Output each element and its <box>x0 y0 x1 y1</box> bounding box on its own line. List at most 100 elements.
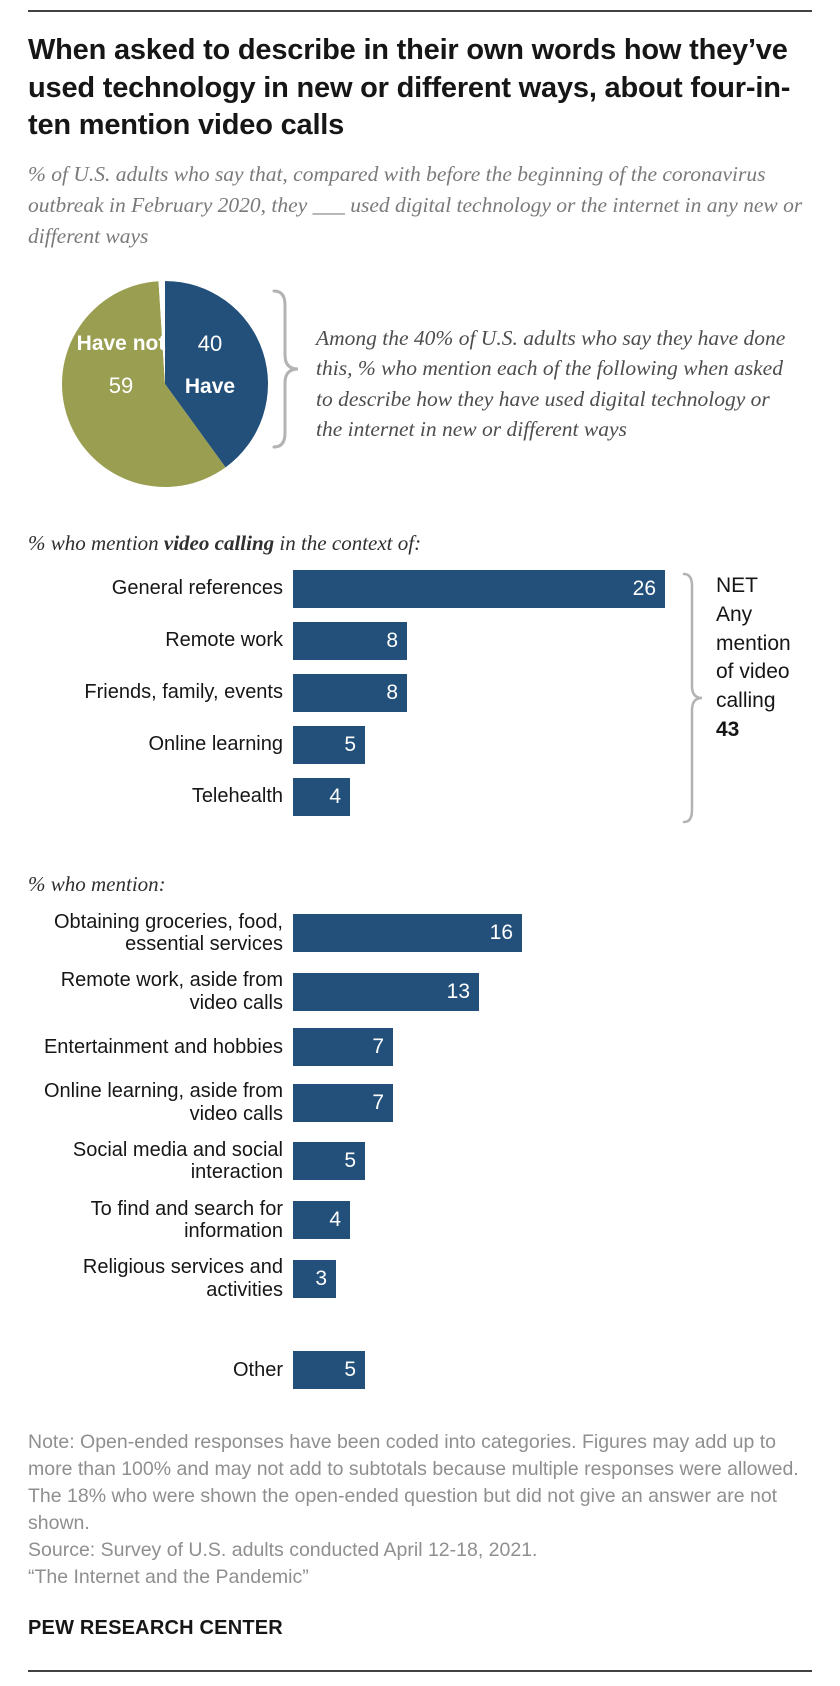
bar-track: 3 <box>293 1259 812 1298</box>
pie-slice-have <box>165 280 268 467</box>
bar-value-label: 26 <box>632 576 656 600</box>
bar: 8 <box>293 673 407 712</box>
bar-value-label: 8 <box>386 680 398 704</box>
pie-slice-have-not <box>62 280 226 487</box>
report-name-text: “The Internet and the Pandemic” <box>28 1565 309 1588</box>
chart1-title-bold: video calling <box>163 530 275 555</box>
bar-category-label: Religious services and activities <box>82 1256 283 1301</box>
bar-track: 7 <box>293 1083 812 1122</box>
notes-block: Note: Open-ended responses have been cod… <box>28 1429 812 1590</box>
bar-value-label: 5 <box>344 1149 356 1173</box>
bar-value-label: 13 <box>446 979 470 1003</box>
bar: 5 <box>293 1142 365 1181</box>
bar-value-label: 3 <box>315 1266 327 1290</box>
net-line: of video <box>716 660 790 684</box>
bar-category-label: Entertainment and hobbies <box>43 1035 283 1058</box>
bar-row: Social media and social interaction 5 <box>28 1139 812 1184</box>
bar: 3 <box>293 1259 336 1298</box>
bar-category-label: Friends, family, events <box>84 681 283 704</box>
bar-row: Telehealth 4 <box>28 777 678 816</box>
bar: 16 <box>293 913 522 952</box>
pie-label-have: 40 Have <box>175 330 245 398</box>
bar-category-label: Remote work <box>165 629 283 652</box>
net-line: mention <box>716 631 791 655</box>
bar-track: 8 <box>293 673 678 712</box>
bar-row: General references 26 <box>28 569 678 608</box>
bar-track: 4 <box>293 1201 812 1240</box>
bar-track: 5 <box>293 1351 812 1390</box>
chart2-title: % who mention: <box>28 871 166 896</box>
bar-value-label: 7 <box>372 1035 384 1059</box>
bar-chart-other-mentions: Obtaining groceries, food, essential ser… <box>28 911 812 1390</box>
bar-track: 13 <box>293 972 812 1011</box>
bar-track: 16 <box>293 913 812 952</box>
bar: 5 <box>293 725 365 764</box>
pie-chart: Have not 59 40 Have <box>60 279 270 489</box>
bar-row: Remote work 8 <box>28 621 678 660</box>
bar-row: Friends, family, events 8 <box>28 673 678 712</box>
report-page: When asked to describe in their own word… <box>0 10 840 1672</box>
source-text: Source: Survey of U.S. adults conducted … <box>28 1538 538 1561</box>
pie-annotation: Among the 40% of U.S. adults who say the… <box>316 325 786 442</box>
bar-track: 4 <box>293 777 678 816</box>
bar: 7 <box>293 1028 393 1067</box>
net-line: Any <box>716 602 753 626</box>
bar-chart-video-calling: General references 26 Remote work 8 Friends,… <box>28 569 678 830</box>
bar: 8 <box>293 621 407 660</box>
bar-category-label: Other <box>232 1359 283 1382</box>
video-calling-chart: General references 26 Remote work 8 Friends,… <box>28 569 812 830</box>
bar-track: 7 <box>293 1028 812 1067</box>
pie-slice-name: Have not <box>76 331 166 355</box>
net-value: 43 <box>716 718 740 742</box>
pie-slice-value: 40 <box>197 330 223 356</box>
top-rule <box>28 10 812 12</box>
pie-brace <box>272 289 299 449</box>
net-line: calling <box>716 689 776 713</box>
bar-category-label: Remote work, aside from video calls <box>60 969 283 1014</box>
bar-value-label: 4 <box>329 784 341 808</box>
net-brace <box>682 572 703 823</box>
pie-section: Have not 59 40 Have Among the 40% of U.S… <box>28 279 812 489</box>
pie-slice-sliver-2 <box>158 280 165 384</box>
bar-category-label: Online learning <box>148 733 283 756</box>
bar-value-label: 7 <box>372 1090 384 1114</box>
bar-row: Remote work, aside from video calls 13 <box>28 969 812 1014</box>
bar-track: 5 <box>293 1142 812 1181</box>
bar-category-label: To find and search for information <box>90 1197 283 1243</box>
note-text: Note: Open-ended responses have been cod… <box>28 1431 799 1534</box>
bar-row: Entertainment and hobbies 7 <box>28 1028 812 1067</box>
net-annotation: NET Any mention of video calling 43 <box>716 570 791 746</box>
bar: 4 <box>293 777 350 816</box>
chart1-title-prefix: % who mention <box>28 530 164 555</box>
pie-slice-name: Have <box>184 374 236 398</box>
pie-label-have-not: Have not 59 <box>68 333 174 397</box>
bar-row: Other 5 <box>28 1351 812 1390</box>
chart1-title-suffix: in the context of: <box>274 530 422 555</box>
bar-value-label: 5 <box>344 1358 356 1382</box>
bottom-rule <box>28 1669 812 1672</box>
bar-row: Online learning, aside from video calls 7 <box>28 1080 812 1125</box>
brand-label: PEW RESEARCH CENTER <box>28 1616 283 1639</box>
net-line: NET <box>716 573 758 597</box>
pie-chart-svg <box>62 280 268 487</box>
bar-track: 8 <box>293 621 678 660</box>
bar-row: Obtaining groceries, food, essential ser… <box>28 911 812 956</box>
bar: 7 <box>293 1083 393 1122</box>
bar-category-label: General references <box>111 577 283 600</box>
bar-row: To find and search for information 4 <box>28 1198 812 1243</box>
bar-category-label: Obtaining groceries, food, essential ser… <box>53 910 283 955</box>
bar-value-label: 8 <box>386 628 398 652</box>
bar-row: Online learning 5 <box>28 725 678 764</box>
chart2-section-title: % who mention: <box>28 872 812 897</box>
bar-row: Religious services and activities 3 <box>28 1256 812 1301</box>
page-subtitle: % of U.S. adults who say that, compared … <box>28 162 803 249</box>
bar-value-label: 5 <box>344 732 356 756</box>
bar-category-label: Telehealth <box>191 785 283 808</box>
bar: 26 <box>293 569 665 608</box>
bar-track: 5 <box>293 725 678 764</box>
bar-category-label: Social media and social interaction <box>72 1138 283 1184</box>
bar: 13 <box>293 972 479 1011</box>
page-title: When asked to describe in their own word… <box>28 34 791 142</box>
bar-value-label: 4 <box>329 1208 341 1232</box>
bar-category-label: Online learning, aside from video calls <box>43 1080 283 1125</box>
